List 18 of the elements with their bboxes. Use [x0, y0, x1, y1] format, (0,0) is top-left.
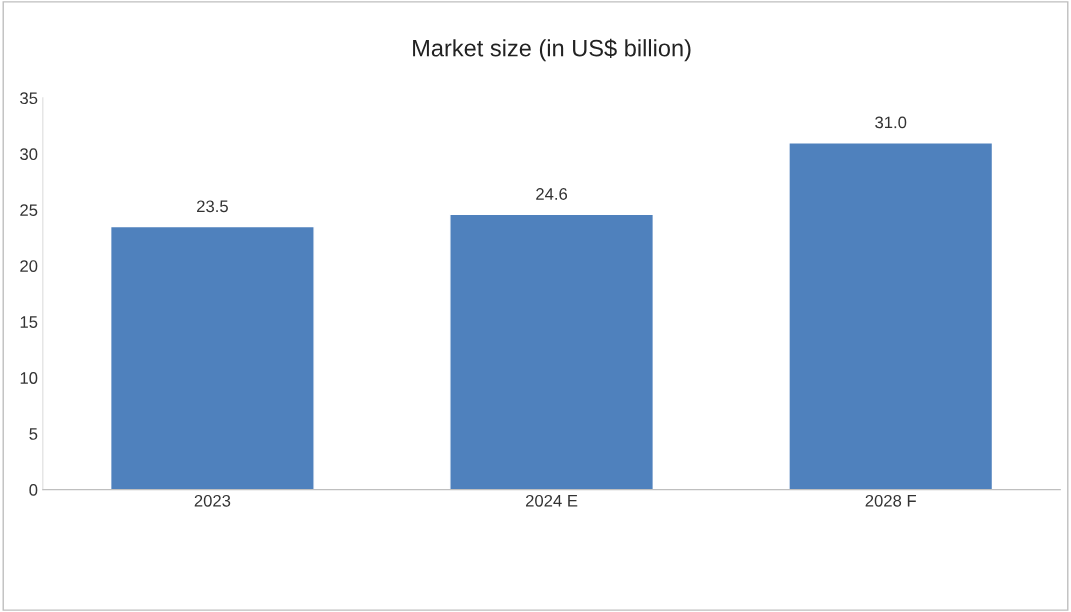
y-tick-label: 25: [20, 204, 38, 217]
y-tick-label: 35: [20, 92, 38, 105]
y-tick-label: 20: [20, 260, 38, 272]
data-label: 24.6: [536, 188, 568, 200]
y-tick-label: 0: [29, 484, 38, 496]
x-tick-label: 2024 E: [525, 494, 578, 507]
data-label: 31.0: [875, 116, 907, 129]
bar: [788, 141, 994, 490]
y-tick-label: 30: [20, 148, 38, 161]
bar: [109, 225, 315, 490]
x-tick-label: 2023: [194, 494, 231, 507]
y-tick-label: 15: [20, 316, 38, 328]
x-tick-label: 2028 F: [865, 494, 916, 507]
data-label: 23.5: [197, 200, 228, 213]
bar: [449, 213, 655, 490]
chart-title: Market size (in US$ billion): [413, 38, 691, 62]
y-tick-label: 5: [29, 428, 38, 440]
y-tick-label: 10: [20, 372, 38, 384]
